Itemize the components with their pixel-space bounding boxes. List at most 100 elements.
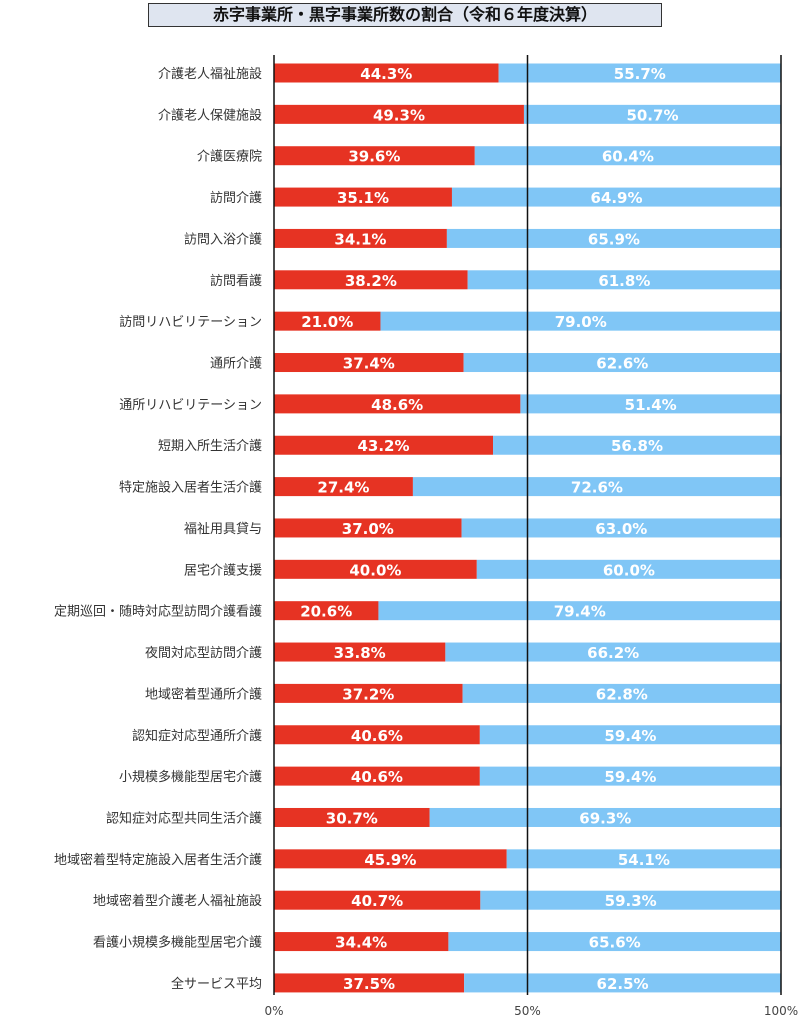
deficit-bar: [274, 477, 413, 497]
deficit-bar: [274, 559, 477, 579]
data-label: 55.7%: [614, 65, 666, 83]
data-label: 39.6%: [348, 148, 400, 166]
surplus-bar: [462, 683, 781, 703]
data-label: 62.6%: [596, 355, 648, 373]
deficit-bar: [274, 270, 468, 290]
category-label: 特定施設入居者生活介護: [119, 480, 262, 496]
category-label: 地域密着型特定施設入居者生活介護: [54, 852, 262, 868]
deficit-bar: [274, 890, 481, 910]
surplus-bar: [451, 187, 781, 207]
surplus-bar: [461, 518, 781, 538]
data-label: 54.1%: [618, 851, 670, 869]
surplus-bar: [412, 477, 781, 497]
deficit-bar: [274, 435, 494, 455]
data-label: 59.3%: [605, 892, 657, 910]
data-label: 43.2%: [357, 437, 409, 455]
deficit-bar: [274, 394, 521, 414]
deficit-bar: [274, 683, 463, 703]
surplus-bar: [378, 601, 781, 621]
category-label: 訪問リハビリテーション: [119, 314, 262, 330]
category-label: 通所リハビリテーション: [119, 398, 262, 413]
category-label: 小規模多機能型居宅介護: [119, 769, 262, 785]
deficit-bar: [274, 228, 447, 248]
deficit-bar: [274, 601, 379, 621]
data-label: 79.0%: [555, 313, 607, 331]
x-tick-label: 0%: [264, 1004, 283, 1018]
data-label: 40.6%: [351, 727, 403, 745]
data-label: 63.0%: [595, 520, 647, 538]
data-label: 44.3%: [360, 65, 412, 83]
category-label: 全サービス平均: [171, 976, 262, 992]
category-label: 通所介護: [210, 356, 262, 372]
data-label: 34.4%: [335, 934, 387, 952]
deficit-bar: [274, 353, 464, 373]
surplus-bar: [463, 353, 781, 373]
data-label: 34.1%: [334, 230, 386, 248]
deficit-bar: [274, 187, 452, 207]
data-label: 64.9%: [590, 189, 642, 207]
category-label: 夜間対応型訪問介護: [145, 645, 262, 661]
surplus-bar: [474, 146, 781, 166]
category-label: 認知症対応型通所介護: [132, 728, 262, 744]
surplus-bar: [448, 932, 781, 952]
data-label: 33.8%: [334, 644, 386, 662]
category-label: 訪問看護: [210, 273, 262, 289]
category-label: 訪問介護: [210, 190, 262, 206]
data-label: 21.0%: [301, 313, 353, 331]
category-label: 短期入所生活介護: [158, 438, 262, 454]
surplus-bar: [476, 559, 781, 579]
deficit-bar: [274, 849, 507, 869]
deficit-bar: [274, 807, 430, 827]
data-label: 40.7%: [351, 892, 403, 910]
data-label: 30.7%: [326, 809, 378, 827]
deficit-bar: [274, 104, 524, 124]
surplus-bar: [446, 228, 781, 248]
surplus-bar: [493, 435, 781, 455]
surplus-bar: [445, 642, 781, 662]
surplus-bar: [429, 807, 781, 827]
deficit-bar: [274, 766, 480, 786]
category-label: 介護老人福祉施設: [158, 66, 262, 82]
surplus-bar: [506, 849, 781, 869]
data-label: 59.4%: [604, 768, 656, 786]
category-label: 福祉用具貸与: [184, 521, 262, 537]
data-label: 61.8%: [598, 272, 650, 290]
surplus-bar: [479, 725, 781, 745]
deficit-bar: [274, 63, 499, 83]
category-label: 地域密着型通所介護: [145, 686, 262, 702]
category-label: 看護小規模多機能型居宅介護: [93, 935, 262, 951]
deficit-bar: [274, 642, 446, 662]
category-label: 定期巡回・随時対応型訪問介護看護: [54, 604, 262, 620]
data-label: 40.6%: [351, 768, 403, 786]
data-label: 50.7%: [626, 106, 678, 124]
data-label: 37.5%: [343, 975, 395, 993]
surplus-bar: [523, 104, 781, 124]
data-label: 27.4%: [317, 479, 369, 497]
data-label: 56.8%: [611, 437, 663, 455]
deficit-bar: [274, 973, 465, 993]
data-label: 79.4%: [554, 603, 606, 621]
data-label: 65.9%: [588, 230, 640, 248]
surplus-bar: [480, 890, 781, 910]
data-label: 45.9%: [364, 851, 416, 869]
data-label: 60.4%: [602, 148, 654, 166]
data-label: 20.6%: [300, 603, 352, 621]
deficit-bar: [274, 725, 480, 745]
category-label: 地域密着型介護老人福祉施設: [93, 893, 262, 909]
data-label: 49.3%: [373, 106, 425, 124]
data-label: 62.8%: [596, 685, 648, 703]
category-label: 介護老人保健施設: [158, 107, 262, 123]
deficit-bar: [274, 311, 381, 331]
deficit-bar: [274, 146, 475, 166]
category-label: 居宅介護支援: [184, 562, 262, 578]
category-label: 訪問入浴介護: [184, 231, 262, 247]
deficit-bar: [274, 932, 449, 952]
surplus-bar: [464, 973, 781, 993]
data-label: 69.3%: [579, 809, 631, 827]
data-label: 62.5%: [597, 975, 649, 993]
data-label: 37.2%: [342, 685, 394, 703]
data-label: 37.0%: [342, 520, 394, 538]
surplus-bar: [467, 270, 781, 290]
data-label: 66.2%: [587, 644, 639, 662]
